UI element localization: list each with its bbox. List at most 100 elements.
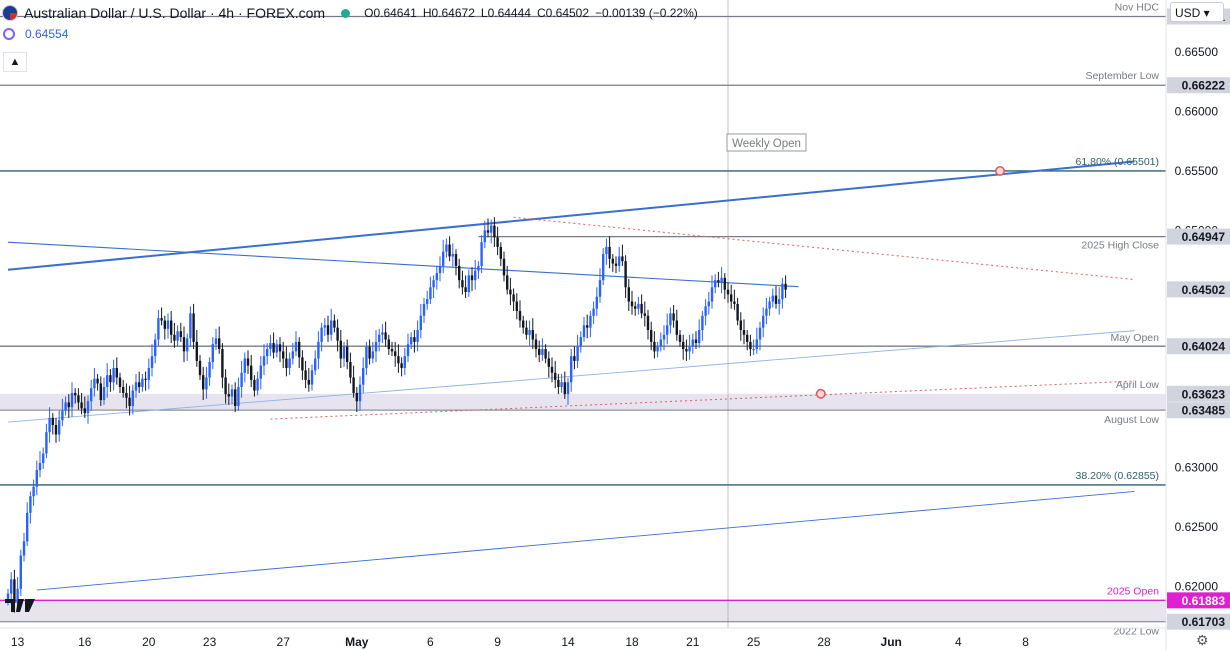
- indicator-icon: [3, 28, 15, 40]
- candle-body: [637, 303, 640, 309]
- candle-body: [128, 397, 131, 407]
- candle-body: [496, 237, 499, 247]
- candle-body: [291, 351, 294, 359]
- collapse-legend-button[interactable]: ▲: [3, 52, 27, 72]
- candle-body: [410, 337, 413, 345]
- candle-body: [102, 387, 106, 401]
- candle-body: [720, 277, 723, 283]
- candle-body: [672, 313, 675, 321]
- candle-body: [141, 378, 144, 388]
- candle-body: [570, 356, 573, 383]
- candle-body: [176, 331, 179, 341]
- price-label-bg: [1167, 592, 1230, 609]
- candle-body: [710, 287, 714, 302]
- candle-body: [365, 346, 368, 369]
- candle-body: [445, 244, 448, 252]
- candle-body: [234, 389, 237, 407]
- candle-body: [205, 377, 208, 390]
- price-label-bg: [1167, 402, 1230, 419]
- alert-marker-0: [994, 165, 1005, 176]
- candle-body: [298, 341, 301, 358]
- level-tag: 61.80% (0.65501): [1076, 156, 1159, 168]
- candle-body: [67, 402, 70, 408]
- candle-body: [765, 308, 768, 316]
- candle-body: [480, 242, 483, 266]
- level-tag: 2022 Low: [1113, 626, 1159, 638]
- candle-body: [384, 332, 387, 340]
- candle-body: [237, 387, 240, 407]
- candle-body: [448, 244, 451, 257]
- candle-body: [352, 377, 355, 393]
- price-tick: 0.66500: [1175, 45, 1219, 59]
- candle-body: [10, 579, 13, 594]
- level-tag: April Low: [1116, 379, 1160, 391]
- candle-body: [74, 392, 77, 396]
- candle-body: [691, 339, 694, 347]
- candle-body: [90, 388, 93, 402]
- price-tick: 0.65500: [1175, 164, 1219, 178]
- candle-body: [653, 341, 656, 352]
- candle-body: [278, 344, 282, 352]
- symbol-title[interactable]: Australian Dollar / U.S. Dollar · 4h · F…: [24, 5, 326, 21]
- candle-body: [138, 382, 141, 388]
- candle-body: [618, 256, 621, 266]
- time-tick: 6: [427, 635, 434, 649]
- candle-body: [736, 303, 739, 321]
- indicator-legend[interactable]: 0.64554: [3, 27, 68, 41]
- candle-body: [224, 377, 227, 395]
- price-label-bg: [1167, 281, 1230, 298]
- candle-body: [659, 339, 662, 347]
- candle-body: [227, 394, 230, 397]
- candle-body: [781, 283, 784, 300]
- candle-body: [32, 486, 35, 497]
- candle-body: [490, 225, 493, 233]
- time-tick: 20: [142, 635, 156, 649]
- candle-body: [397, 356, 400, 364]
- candle-body: [704, 306, 707, 316]
- trendline-upper-channel: [7, 160, 1135, 271]
- price-axis[interactable]: 0.620000.625000.630000.645000.650000.655…: [1165, 0, 1230, 650]
- candle-body: [26, 512, 29, 542]
- candle-body: [595, 296, 598, 309]
- candle-body: [307, 379, 310, 385]
- candle-body: [218, 338, 221, 350]
- level-tag: August Low: [1104, 414, 1159, 426]
- candle-body: [371, 351, 374, 359]
- gear-icon[interactable]: ⚙: [1196, 632, 1209, 648]
- candle-body: [714, 280, 717, 288]
- candle-body: [451, 254, 454, 257]
- candle-body: [701, 315, 704, 331]
- candle-body: [61, 410, 64, 421]
- candle-body: [374, 341, 378, 352]
- candle-body: [96, 378, 99, 384]
- candle-body: [566, 382, 570, 395]
- candle-body: [198, 360, 202, 376]
- currency-select[interactable]: USD ▾: [1170, 2, 1224, 22]
- candle-body: [160, 318, 163, 321]
- candle-body: [419, 315, 422, 331]
- time-axis[interactable]: 13 16 20 23 27 May 6 9 14 18 21 25 28 Jun 4 8: [0, 627, 1166, 649]
- candle-body: [83, 408, 86, 414]
- candle-body: [256, 378, 259, 391]
- candle-body: [115, 368, 118, 378]
- candle-body: [650, 330, 653, 342]
- support-bands: [0, 393, 1166, 622]
- band-1: [0, 600, 1166, 622]
- candle-body: [134, 382, 138, 391]
- candle-body: [387, 339, 390, 350]
- weekly-open-box: [726, 133, 807, 152]
- candle-body: [547, 358, 550, 367]
- candle-body: [266, 349, 269, 357]
- high-value: H0.64672: [422, 6, 475, 20]
- candle-body: [643, 313, 646, 316]
- price-label-bg: [1167, 338, 1230, 355]
- candle-body: [13, 579, 16, 604]
- candle-body: [438, 265, 442, 274]
- candle-body: [435, 273, 438, 281]
- candle-body: [746, 334, 749, 342]
- time-tick: May: [345, 635, 369, 649]
- band-0: [0, 393, 1166, 411]
- candle-body: [698, 330, 701, 344]
- candle-body: [80, 402, 83, 409]
